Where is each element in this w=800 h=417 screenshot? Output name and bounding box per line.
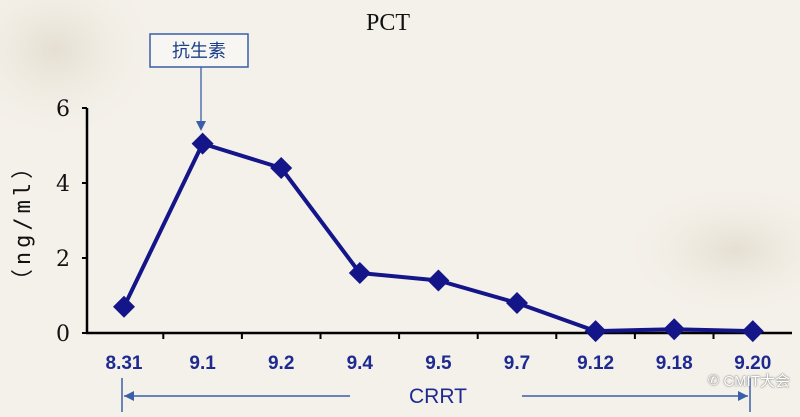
x-tick-label: 9.4	[347, 353, 374, 374]
data-point	[191, 132, 214, 155]
y-tick-label: 6	[56, 97, 70, 122]
callout-annotation: 抗生素	[149, 33, 249, 131]
span-label: CRRT	[409, 385, 467, 408]
x-tick-label: 9.1	[189, 353, 216, 374]
x-tick-label: 9.12	[577, 353, 614, 374]
y-tick-label: 0	[56, 322, 70, 347]
watermark: ✆ CMIT大会	[708, 370, 790, 391]
data-point	[663, 318, 686, 341]
callout-arrowhead	[196, 121, 206, 131]
x-tick-label: 8.31	[106, 353, 143, 374]
chart-title: PCT	[366, 10, 410, 36]
y-axis-label: （ng/ml）	[11, 153, 36, 291]
callout-label: 抗生素	[172, 41, 226, 62]
data-point	[506, 292, 528, 314]
span-annotation: CRRT	[121, 378, 751, 412]
x-tick-label: 9.7	[504, 353, 530, 374]
data-point	[113, 295, 135, 318]
x-tick-label: 9.20	[734, 353, 771, 374]
wechat-icon: ✆	[707, 372, 720, 388]
span-left-arrowhead	[124, 391, 134, 401]
data-point	[348, 262, 371, 284]
y-tick-label: 4	[56, 172, 70, 197]
callout-box	[149, 33, 249, 68]
series-line	[122, 141, 753, 334]
data-point	[270, 157, 293, 179]
x-tick-label: 9.2	[268, 353, 294, 374]
span-right-arrowhead	[738, 391, 748, 401]
y-tick-label: 2	[56, 247, 70, 272]
x-tick-label: 9.5	[425, 353, 452, 374]
data-point	[427, 269, 450, 292]
data-point	[584, 320, 607, 343]
data-point	[741, 320, 764, 343]
x-tick-label: 9.18	[656, 353, 693, 374]
watermark-text: CMIT大会	[723, 373, 790, 390]
